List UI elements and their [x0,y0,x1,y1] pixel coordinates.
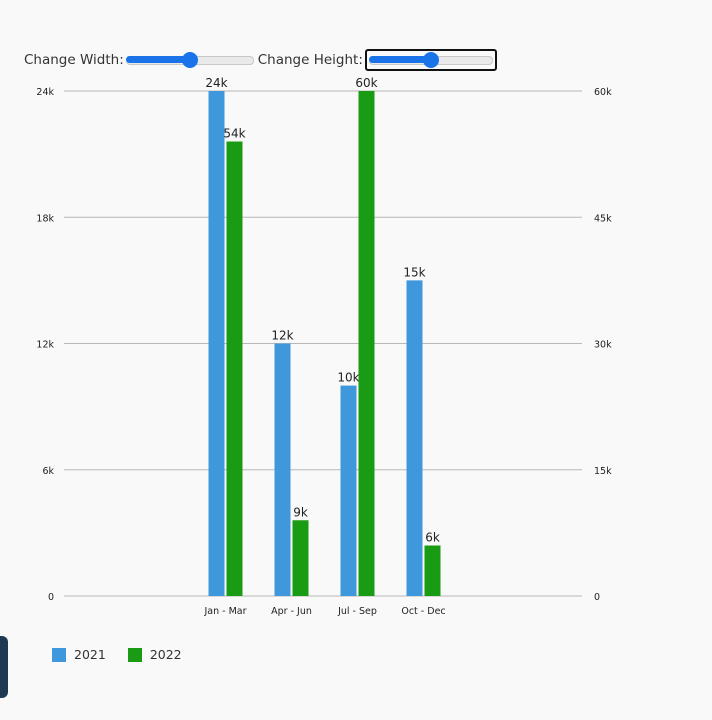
legend-item-2021[interactable]: 2021 [52,647,106,662]
data-label: 6k [425,531,440,545]
bar-2021-3 [406,280,423,596]
bar-2022-2 [358,91,375,596]
legend-swatch-2022 [127,647,142,662]
bar-chart: 0 6k 12k 18k 24k 0 15k 30k 45k 60k 24k 54k Jan - Mar… [36,76,612,617]
y-right-tick-label: 0 [594,592,600,603]
legend-swatch-2021 [52,647,66,662]
height-slider-label: Change Height: [257,52,363,68]
x-tick-label: Jan - Mar [203,606,246,617]
legend-label-2022: 2022 [149,647,182,662]
side-panel-tab[interactable] [0,636,8,698]
y-left-tick-label: 24k [36,87,54,98]
x-tick-label: Apr - Jun [271,606,312,617]
x-tick-label: Jul - Sep [337,606,377,617]
data-label: 10k [337,371,359,385]
y-left-tick-label: 18k [36,213,54,224]
data-label: 9k [293,505,308,519]
bar-2021-1 [274,343,291,596]
y-left-tick-label: 0 [48,592,54,603]
width-slider-fill [125,56,190,63]
bar-2021-2 [340,385,357,596]
bar-2022-3 [424,545,441,596]
legend-item-2022[interactable]: 2022 [127,647,182,662]
width-slider[interactable] [125,52,254,68]
width-slider-thumb[interactable] [181,52,198,68]
y-right-tick-label: 30k [594,340,612,351]
height-slider-thumb[interactable] [422,52,439,68]
y-left-tick-label: 12k [36,340,54,351]
width-slider-label: Change Width: [24,52,124,68]
y-left-tick-label: 6k [42,466,54,477]
data-label: 15k [403,265,425,279]
data-label: 54k [223,127,245,141]
bar-2022-1 [292,520,309,596]
bar-2021-0 [208,91,225,596]
height-slider-focus-ring [364,49,497,71]
chart-controls: Change Width: Change Height: [24,48,497,72]
height-slider[interactable] [368,52,493,68]
data-label: 12k [271,329,293,343]
legend-label-2021: 2021 [74,647,106,662]
data-label: 60k [355,76,377,90]
y-right-tick-label: 60k [594,87,612,98]
y-right-tick-label: 15k [594,466,612,477]
chart-legend: 2021 2022 [52,647,204,662]
data-label: 24k [205,76,227,90]
bar-2022-0 [226,141,243,596]
height-slider-fill [368,56,431,63]
y-right-tick-label: 45k [594,213,612,224]
x-tick-label: Oct - Dec [401,606,445,617]
